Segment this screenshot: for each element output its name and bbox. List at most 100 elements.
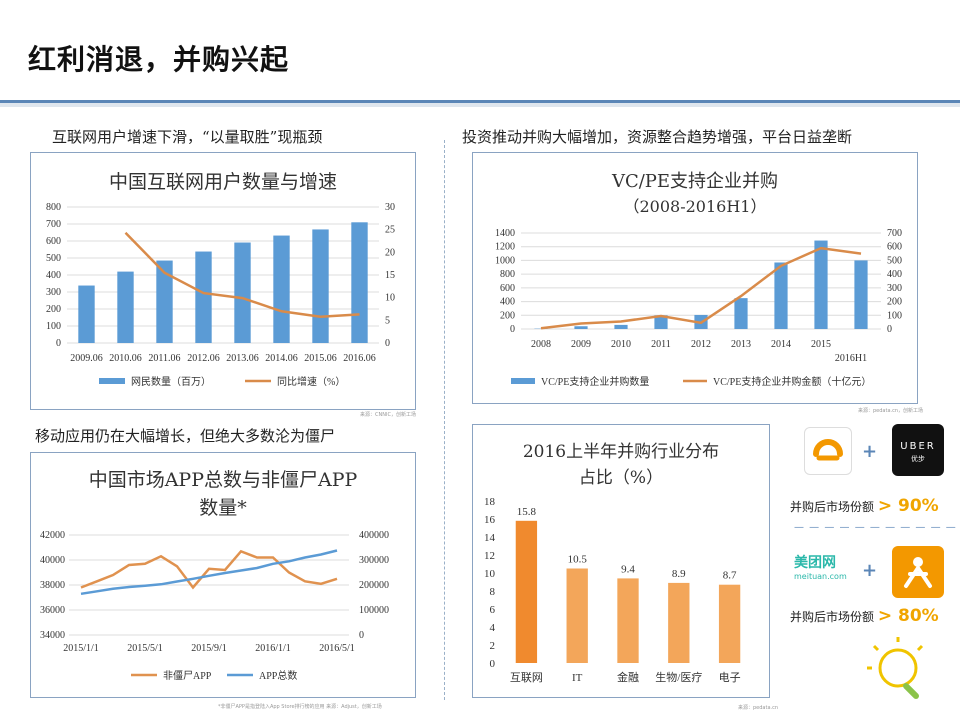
didi-icon — [813, 439, 843, 461]
chart-title: 中国互联网用户数量与增速 — [108, 171, 337, 193]
share-value: > 90% — [877, 496, 939, 516]
data-label: 9.4 — [621, 563, 635, 575]
section-heading-mergers: 投资推动并购大幅增加，资源整合趋势增强，平台日益垄断 — [462, 128, 853, 146]
x-tick-label: 2008 — [531, 339, 551, 350]
source-note: 来源：CNNIC，创新工场 — [360, 412, 416, 418]
legend-label: 网民数量（百万） — [131, 375, 211, 388]
share-label-text: 并购后市场份额 — [790, 500, 875, 514]
y-tick-label: 18 — [484, 496, 496, 508]
bar — [774, 262, 788, 329]
y2-tick-label: 100000 — [359, 605, 389, 616]
uber-wordmark: UBER — [900, 441, 936, 452]
y-tick-label: 14 — [484, 532, 496, 544]
y-tick-label: 100 — [46, 321, 61, 332]
bar — [614, 324, 628, 329]
x-tick-label: 电子 — [719, 671, 741, 684]
bar — [195, 251, 212, 343]
chart-panel-apps: 中国市场APP总数与非僵尸APP 数量* 34000 36000 38000 4000… — [30, 452, 416, 698]
x-tick-label: 2014 — [771, 339, 791, 350]
legend-label: 同比增速（%） — [277, 375, 345, 388]
y2-tick-label: 0 — [385, 338, 390, 349]
plus-icon: + — [862, 560, 878, 581]
y-tick-label: 1000 — [495, 255, 515, 266]
y2-tick-label: 20 — [385, 247, 395, 258]
y2-tick-label: 100 — [887, 310, 902, 321]
y-tick-label: 1400 — [495, 228, 515, 239]
lightbulb-icon — [866, 636, 936, 710]
bar — [117, 271, 134, 343]
title-divider — [0, 100, 960, 107]
y-tick-label: 700 — [46, 219, 61, 230]
data-label: 8.9 — [672, 568, 686, 580]
dianping-logo — [892, 546, 944, 598]
y-tick-label: 1200 — [495, 242, 515, 253]
data-label: 15.8 — [517, 506, 537, 518]
bar — [718, 584, 741, 663]
bar — [515, 520, 538, 663]
bar — [312, 229, 329, 343]
x-tick-label: 2015/5/1 — [127, 643, 163, 654]
bar — [574, 326, 588, 329]
data-label: 10.5 — [568, 554, 588, 566]
source-note: *非僵尸APP是指登陆入App Store排行榜的应用 来源：Adjust，创新… — [218, 704, 382, 710]
legend-swatch — [511, 378, 535, 384]
chart-panel-vcpe-mergers: VC/PE支持企业并购 （2008-2016H1） 0 200 400 600 800 1… — [472, 152, 918, 404]
legend-label: VC/PE支持企业并购数量 — [541, 375, 649, 388]
series-line — [540, 246, 862, 330]
y2-tick-label: 10 — [385, 293, 395, 304]
series-line — [80, 549, 338, 590]
x-tick-label: 2010.06 — [109, 353, 142, 364]
y-tick-label: 400 — [500, 297, 515, 308]
y-tick-label: 600 — [46, 236, 61, 247]
x-tick-label: 2011 — [651, 339, 671, 350]
bar — [156, 260, 173, 343]
industry-chart: 0 2 4 6 8 10 12 14 16 18 15.8 互联网 10.5 IT 9.4 金融 8.9 生物/医… — [484, 496, 741, 684]
y-tick-label: 6 — [490, 604, 496, 616]
y-tick-label: 600 — [500, 283, 515, 294]
y-tick-label: 200 — [500, 310, 515, 321]
y-tick-label: 10 — [484, 568, 496, 580]
bar — [668, 582, 690, 663]
y2-tick-label: 5 — [385, 315, 390, 326]
legend-label: APP总数 — [259, 669, 297, 682]
y2-tick-label: 200 — [887, 297, 902, 308]
section-divider — [444, 140, 445, 700]
x-tick-label: 2015/9/1 — [191, 643, 227, 654]
y2-tick-label: 30 — [385, 202, 395, 213]
x-tick-label: 2016/5/1 — [319, 643, 355, 654]
y-tick-label: 0 — [490, 658, 496, 670]
source-note: 来源：pedata.cn — [738, 705, 779, 711]
x-tick-label: 2014.06 — [265, 353, 298, 364]
y2-tick-label: 300000 — [359, 555, 389, 566]
x-tick-label: 2009 — [571, 339, 591, 350]
x-tick-label: 2016.06 — [343, 353, 376, 364]
y-tick-label: 42000 — [40, 530, 65, 541]
y-tick-label: 34000 — [40, 630, 65, 641]
x-tick-label: 2013.06 — [226, 353, 259, 364]
x-tick-label: 2010 — [611, 339, 631, 350]
bar — [617, 578, 639, 663]
x-tick-label: 互联网 — [510, 671, 543, 684]
share-label-text: 并购后市场份额 — [790, 610, 875, 624]
dianping-icon — [904, 557, 932, 588]
chart-subtitle: （2008-2016H1） — [623, 197, 767, 216]
data-label: 8.7 — [723, 570, 737, 582]
meituan-wordmark: 美团网 — [794, 555, 836, 571]
bar — [854, 260, 868, 329]
y-tick-label: 800 — [46, 202, 61, 213]
x-tick-label: 2011.06 — [148, 353, 180, 364]
y2-tick-label: 0 — [359, 630, 364, 641]
chart-title: 中国市场APP总数与非僵尸APP — [88, 469, 358, 491]
x-tick-label: 2013 — [731, 339, 751, 350]
y-tick-label: 400 — [46, 270, 61, 281]
x-tick-label: 2015.06 — [304, 353, 337, 364]
didi-logo — [804, 427, 852, 475]
y-tick-label: 36000 — [40, 605, 65, 616]
y2-tick-label: 15 — [385, 270, 395, 281]
bar — [273, 235, 290, 343]
y-tick-label: 500 — [46, 253, 61, 264]
y-tick-label: 38000 — [40, 580, 65, 591]
internet-users-chart: 0 100 200 300 400 500 600 700 800 0 5 10 15 20 25 30 200… — [46, 202, 395, 388]
y-tick-label: 0 — [510, 324, 515, 335]
x-tick-label: 金融 — [617, 670, 639, 684]
